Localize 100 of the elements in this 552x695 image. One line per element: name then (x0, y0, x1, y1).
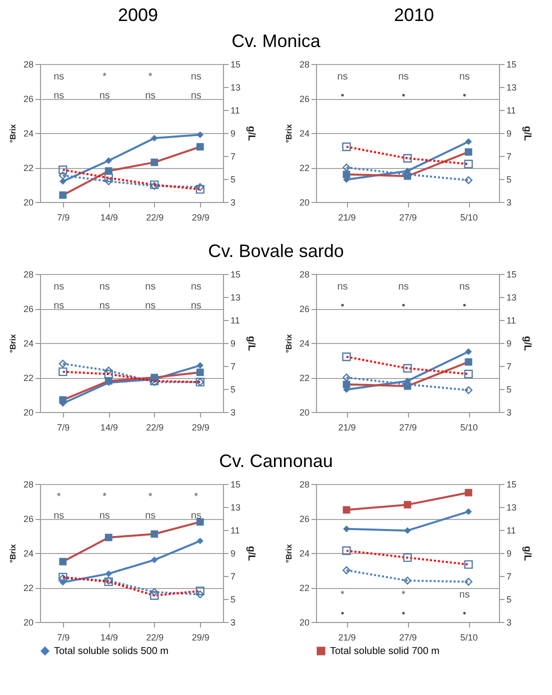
y2-tick-label: 3 (230, 408, 236, 418)
annotation: ns (54, 90, 64, 102)
y2-axis-title: g/L (246, 126, 257, 141)
y2-tick-label: 15 (506, 480, 517, 490)
x-tick-label: 27/9 (399, 422, 417, 432)
x-tick-label: 5/10 (460, 632, 478, 642)
annotation: ns (99, 510, 110, 522)
annotation: ns (398, 71, 409, 82)
annotation: • (340, 300, 345, 312)
point (404, 527, 411, 534)
y-axis-title: °Brix (8, 334, 18, 353)
y2-tick-label: 5 (506, 594, 512, 604)
text: Cv. Monica (230, 30, 322, 52)
x-tick-label: 5/10 (460, 422, 478, 432)
annotation: ns (54, 510, 64, 522)
y2-tick-label: 11 (230, 106, 240, 116)
y-tick-label: 20 (299, 198, 310, 208)
y2-tick-label: 5 (506, 174, 512, 184)
x-tick-label: 7/9 (57, 212, 70, 222)
point (404, 576, 412, 585)
point (465, 138, 472, 145)
y2-tick-label: 15 (506, 60, 517, 70)
y-tick-label: 20 (299, 408, 310, 418)
annotation: ns (99, 300, 110, 312)
point (151, 556, 158, 564)
annotation: • (340, 608, 345, 620)
y-tick-label: 24 (23, 548, 34, 558)
point (465, 348, 472, 355)
y-tick-label: 28 (299, 60, 310, 70)
point (60, 178, 66, 185)
x-tick-label: 27/9 (399, 212, 417, 222)
y2-tick-label: 13 (506, 502, 517, 512)
y-tick-label: 26 (299, 514, 310, 524)
annotation: ns (145, 510, 156, 522)
legend-label: Total soluble solids 500 m (54, 646, 169, 657)
y-axis-title: °Brix (8, 544, 18, 563)
y-tick-label: 26 (23, 304, 34, 314)
y2-tick-label: 9 (506, 338, 512, 348)
point (464, 176, 472, 184)
x-tick-label: 27/9 (399, 632, 417, 642)
x-tick-label: 14/9 (100, 422, 118, 432)
annotation: ns (190, 71, 202, 82)
x-tick-label: 7/9 (57, 422, 70, 432)
annotation: * (340, 589, 345, 600)
point (196, 538, 204, 544)
y2-tick-label: 5 (230, 174, 236, 184)
x-tick-label: 29/9 (192, 632, 210, 642)
point (464, 386, 472, 394)
point (196, 590, 204, 598)
y2-axis-title: g/L (246, 546, 257, 561)
y2-tick-label: 9 (506, 128, 512, 138)
y2-tick-label: 11 (230, 316, 240, 326)
chart-subtitle: 2009 (116, 4, 160, 27)
x-tick-label: 14/9 (100, 212, 118, 222)
x-tick-label: 29/9 (192, 212, 210, 222)
annotation: * (148, 71, 152, 82)
annotation: ns (459, 281, 470, 292)
text: Cv. Bovale sardo (207, 240, 345, 262)
y2-tick-label: 11 (506, 526, 516, 536)
point (105, 157, 112, 164)
y2-tick-label: 13 (230, 502, 241, 512)
y2-tick-label: 7 (230, 152, 236, 162)
annotation: * (102, 71, 107, 82)
y-tick-label: 24 (299, 128, 310, 138)
point (342, 374, 350, 382)
x-tick-label: 5/10 (460, 212, 478, 222)
y2-tick-label: 9 (230, 338, 236, 348)
y2-tick-label: 3 (230, 618, 236, 628)
y-tick-label: 22 (299, 163, 310, 173)
y-tick-label: 20 (23, 198, 34, 208)
y-axis-title: °Brix (284, 544, 294, 563)
y2-tick-label: 15 (230, 480, 241, 490)
y-tick-label: 28 (23, 270, 34, 280)
y2-tick-label: 3 (506, 618, 512, 628)
y2-tick-label: 13 (230, 292, 241, 302)
point (105, 570, 112, 578)
x-tick-label: 22/9 (146, 212, 164, 222)
y-tick-label: 22 (23, 373, 34, 383)
y2-axis-title: g/L (246, 336, 257, 351)
point (196, 131, 204, 138)
annotation: ns (99, 281, 110, 292)
y2-tick-label: 9 (230, 548, 236, 558)
y2-tick-label: 13 (506, 292, 517, 302)
annotation: ns (145, 281, 156, 292)
y2-tick-label: 15 (506, 270, 517, 280)
y2-tick-label: 5 (506, 384, 512, 394)
chart-subtitle: 2010 (392, 4, 436, 27)
annotation: ns (190, 510, 202, 522)
annotation: ns (99, 90, 110, 102)
x-tick-label: 7/9 (57, 632, 70, 642)
y2-tick-label: 15 (230, 270, 241, 280)
point (151, 134, 158, 142)
annotation: ns (190, 300, 202, 312)
y2-tick-label: 11 (506, 106, 516, 116)
x-tick-label: 22/9 (146, 422, 164, 432)
annotation: • (462, 608, 467, 620)
point (464, 488, 472, 496)
y-tick-label: 22 (299, 583, 310, 593)
y2-tick-label: 5 (230, 384, 236, 394)
x-tick-label: 14/9 (100, 632, 118, 642)
